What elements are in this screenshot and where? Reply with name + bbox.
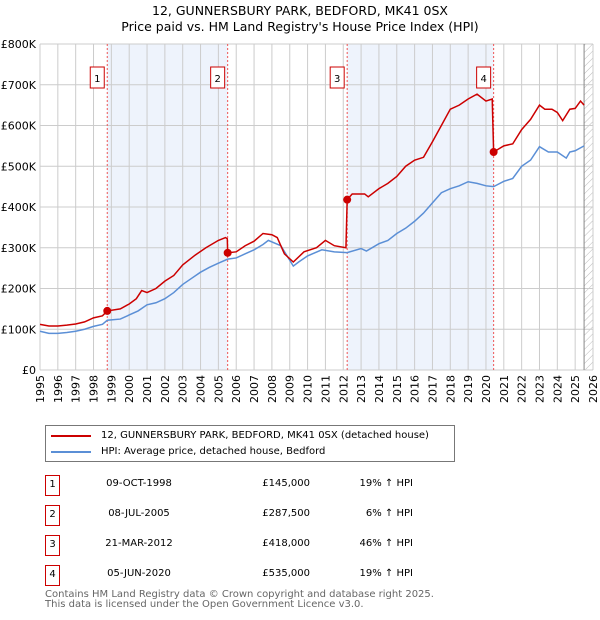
x-tick-label: 2011 <box>319 375 332 403</box>
sale-price: £418,000 <box>262 538 310 549</box>
x-tick-label: 2004 <box>195 375 208 403</box>
hpi-line <box>39 145 585 335</box>
footer: Contains HM Land Registry data © Crown c… <box>45 590 434 610</box>
x-tick-label: 2021 <box>498 375 511 403</box>
x-tick-label: 1997 <box>70 375 83 403</box>
x-tick-label: 2018 <box>444 375 457 403</box>
y-tick-label: £700K <box>1 79 37 92</box>
x-tick-label: 2014 <box>373 375 386 403</box>
y-tick-label: £300K <box>1 242 37 255</box>
x-tick-label: 2019 <box>462 375 475 403</box>
x-tick-label: 2010 <box>302 375 315 403</box>
sale-point <box>343 195 352 204</box>
x-tick-label: 2007 <box>248 375 261 403</box>
sale-marker-number: 2 <box>45 505 60 526</box>
y-tick-label: £600K <box>1 120 37 133</box>
x-tick-label: 2012 <box>337 375 350 403</box>
y-tick-label: £500K <box>1 160 37 173</box>
sale-row: 2 08-JUL-2005 £287,500 6% ↑ HPI <box>45 505 445 526</box>
y-tick-label: £0 <box>22 364 36 377</box>
x-tick-label: 2006 <box>230 375 243 403</box>
x-tick-label: 2003 <box>177 375 190 403</box>
plot-area: 1995 1996 1997 1998 1999 2000 2001 2002 2003 2004… <box>1 38 600 403</box>
x-tick-label: 2002 <box>159 375 172 403</box>
x-tick-label: 2024 <box>551 375 564 403</box>
chart-title: 12, GUNNERSBURY PARK, BEDFORD, MK41 0SX <box>152 3 448 18</box>
x-tick-label: 2013 <box>355 375 368 403</box>
sale-hpi-diff: 46% ↑ HPI <box>359 538 413 549</box>
sale-row: 3 21-MAR-2012 £418,000 46% ↑ HPI <box>45 535 445 556</box>
legend-label-property: 12, GUNNERSBURY PARK, BEDFORD, MK41 0SX … <box>101 430 429 441</box>
sale-hpi-diff: 19% ↑ HPI <box>359 568 413 579</box>
x-tick-label: 1999 <box>105 375 118 403</box>
sale-hpi-diff: 19% ↑ HPI <box>359 478 413 489</box>
x-tick-label: 2009 <box>284 375 297 403</box>
x-tick-label: 2008 <box>266 375 279 403</box>
sale-label: 1 <box>94 74 100 85</box>
sale-marker-number: 1 <box>45 475 60 496</box>
sale-hpi-diff: 6% ↑ HPI <box>365 508 413 519</box>
x-tick-label: 2025 <box>569 375 582 403</box>
sale-label: 4 <box>480 74 486 85</box>
x-tick-label: 2020 <box>480 375 493 403</box>
x-tick-label: 1998 <box>88 375 101 403</box>
sale-marker-number: 3 <box>45 535 60 556</box>
y-tick-label: £400K <box>1 201 37 214</box>
sale-label-box <box>476 66 492 89</box>
x-tick-label: 2026 <box>587 375 600 403</box>
x-tick-label: 2023 <box>533 375 546 403</box>
footer-line-2: This data is licensed under the Open Gov… <box>45 599 364 610</box>
legend-swatch-blue <box>51 450 91 453</box>
sale-price: £287,500 <box>262 508 310 519</box>
chart-subtitle: Price paid vs. HM Land Registry's House … <box>121 19 479 34</box>
sale-row: 4 05-JUN-2020 £535,000 19% ↑ HPI <box>45 565 445 586</box>
x-tick-label: 2005 <box>212 375 225 403</box>
sale-label: 2 <box>214 74 220 85</box>
sale-point <box>103 306 112 315</box>
x-tick-label: 1995 <box>34 375 47 403</box>
x-tick-label: 1996 <box>52 375 65 403</box>
legend-swatch-red <box>51 434 91 437</box>
sale-label: 3 <box>334 74 340 85</box>
sale-date: 21-MAR-2012 <box>105 538 173 549</box>
footer-line-1: Contains HM Land Registry data © Crown c… <box>45 589 434 600</box>
sale-date: 09-OCT-1998 <box>106 478 172 489</box>
sale-label-box <box>329 66 345 89</box>
sale-price: £145,000 <box>262 478 310 489</box>
x-tick-label: 2016 <box>409 375 422 403</box>
legend-label-hpi: HPI: Average price, detached house, Bedf… <box>101 446 326 457</box>
y-tick-label: £800K <box>1 38 37 51</box>
sale-point <box>223 248 232 257</box>
sale-marker-number: 4 <box>45 565 60 586</box>
x-tick-label: 2022 <box>516 375 529 403</box>
legend: 12, GUNNERSBURY PARK, BEDFORD, MK41 0SX … <box>45 425 455 462</box>
sale-point <box>489 147 498 156</box>
price-paid-line <box>39 93 585 327</box>
x-tick-label: 2017 <box>426 375 439 403</box>
sale-row: 1 09-OCT-1998 £145,000 19% ↑ HPI <box>45 475 445 496</box>
sale-price: £535,000 <box>262 568 310 579</box>
x-tick-label: 2001 <box>141 375 154 403</box>
x-tick-label: 2015 <box>391 375 404 403</box>
sale-date: 08-JUL-2005 <box>108 508 170 519</box>
y-tick-label: £200K <box>1 283 37 296</box>
y-tick-label: £100K <box>1 323 37 336</box>
x-tick-label: 2000 <box>123 375 136 403</box>
sale-label-box <box>210 66 226 89</box>
sale-date: 05-JUN-2020 <box>107 568 171 579</box>
sale-label-box <box>89 66 105 89</box>
